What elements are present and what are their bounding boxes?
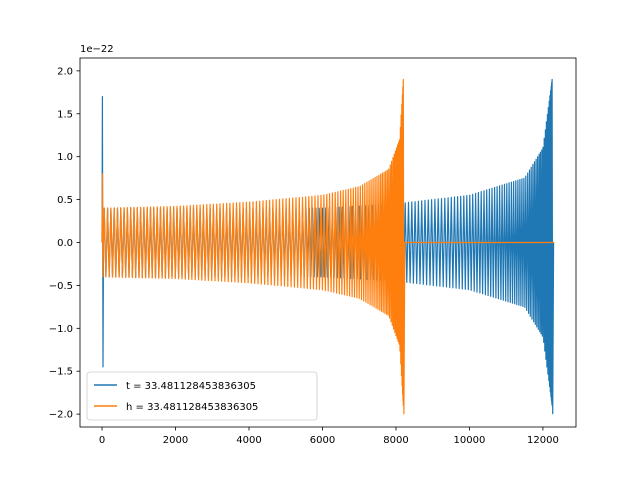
x-tick-label: 12000	[527, 435, 559, 446]
x-axis: 0 2000 4000 6000 8000 10000 12000	[99, 427, 559, 446]
y-tick-label: 0.0	[57, 238, 73, 249]
x-tick-label: 2000	[163, 435, 188, 446]
x-tick-label: 0	[99, 435, 105, 446]
x-tick-label: 8000	[383, 435, 408, 446]
x-tick-label: 4000	[236, 435, 261, 446]
series-layer	[101, 78, 555, 415]
y-tick-label: 0.5	[57, 195, 73, 206]
x-tick-label: 6000	[310, 435, 335, 446]
y-tick-label: 2.0	[57, 66, 73, 77]
y-tick-label: −1.0	[49, 324, 73, 335]
x-tick-label: 10000	[454, 435, 486, 446]
legend-label-1: t = 33.481128453836305	[126, 381, 256, 392]
y-axis: −2.0 −1.5 −1.0 −0.5 0.0 0.5 1.0 1.5 2.0	[49, 66, 80, 421]
y-tick-label: −2.0	[49, 410, 73, 421]
y-tick-label: 1.0	[57, 152, 73, 163]
legend-label-2: h = 33.481128453836305	[126, 402, 258, 413]
y-offset-label: 1e−22	[80, 44, 114, 55]
legend: t = 33.481128453836305 h = 33.48112845383…	[86, 371, 318, 421]
series-line-2	[101, 78, 554, 415]
y-tick-label: −0.5	[49, 281, 73, 292]
y-tick-label: −1.5	[49, 367, 73, 378]
legend-box	[86, 371, 318, 421]
y-tick-label: 1.5	[57, 109, 73, 120]
